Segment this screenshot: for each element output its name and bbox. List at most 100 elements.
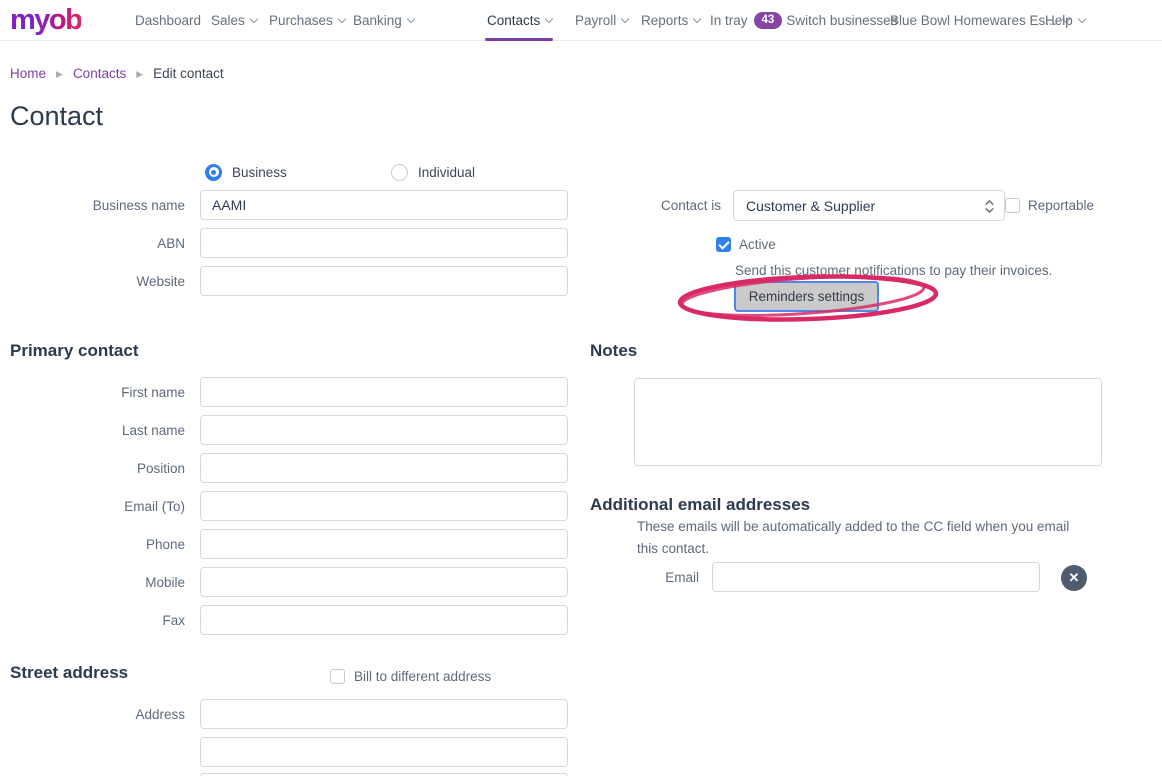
reportable-row: Reportable	[1005, 198, 1094, 213]
reportable-label: Reportable	[1028, 198, 1095, 213]
address-row-1: Address	[0, 699, 568, 729]
contact-is-label: Contact is	[660, 198, 721, 213]
phone-row: Phone	[0, 529, 568, 559]
breadcrumb-arrow-icon: ▶	[56, 68, 63, 79]
breadcrumb-current: Edit contact	[153, 66, 224, 81]
bill-to-checkbox[interactable]	[330, 669, 345, 684]
reportable-checkbox[interactable]	[1005, 198, 1020, 213]
nav-item-dashboard[interactable]: Dashboard	[135, 0, 201, 41]
business-name-label: Business name	[92, 197, 185, 213]
active-checkbox[interactable]	[716, 237, 731, 252]
business-radio-label: Business	[232, 164, 287, 180]
abn-label: ABN	[157, 235, 185, 251]
chevron-down-icon	[545, 14, 554, 23]
active-label: Active	[739, 237, 776, 252]
top-navigation-bar: myob Dashboard Sales Purchases Banking C…	[0, 0, 1162, 41]
nav-item-purchases[interactable]: Purchases	[269, 0, 347, 41]
first-name-input[interactable]	[200, 377, 568, 407]
position-row: Position	[0, 453, 568, 483]
additional-email-input[interactable]	[712, 562, 1040, 592]
help-label: Help	[1045, 13, 1073, 28]
nav-item-label: Reports	[641, 13, 689, 28]
address-row-2	[0, 737, 568, 767]
individual-radio-label: Individual	[418, 164, 476, 180]
position-label: Position	[136, 460, 185, 476]
website-input[interactable]	[200, 266, 568, 296]
nav-item-reports[interactable]: Reports	[641, 0, 702, 41]
nav-item-sales[interactable]: Sales	[211, 0, 259, 41]
nav-item-help[interactable]: Help	[1045, 0, 1087, 41]
last-name-label: Last name	[121, 422, 185, 438]
street-address-heading: Street address	[10, 663, 129, 682]
breadcrumb-contacts-link[interactable]: Contacts	[72, 66, 127, 81]
abn-input[interactable]	[200, 228, 568, 258]
additional-emails-heading: Additional email addresses	[590, 495, 811, 514]
active-tab-underline	[485, 38, 553, 41]
address-label: Address	[135, 706, 185, 722]
fax-label: Fax	[162, 612, 185, 628]
remove-email-icon[interactable]: ✕	[1061, 565, 1087, 591]
switch-businesses-link[interactable]: Switch businesses	[786, 13, 898, 28]
active-row: Active	[716, 237, 776, 252]
website-row: Website	[0, 266, 568, 296]
breadcrumb-arrow-icon: ▶	[136, 68, 144, 79]
nav-item-banking[interactable]: Banking	[353, 0, 416, 41]
breadcrumb-home-link[interactable]: Home	[10, 66, 47, 81]
in-tray-label: In tray	[710, 13, 748, 28]
contact-is-row: Contact is Customer & Supplier	[590, 190, 1005, 221]
nav-item-label: Dashboard	[135, 13, 202, 28]
website-label: Website	[136, 273, 185, 289]
contact-is-select[interactable]: Customer & Supplier	[733, 190, 1005, 221]
nav-item-label: Purchases	[269, 13, 333, 28]
address-line3-input[interactable]	[200, 773, 568, 776]
mobile-input[interactable]	[200, 567, 568, 597]
individual-radio[interactable]	[391, 163, 408, 181]
chevron-down-icon	[337, 14, 347, 23]
first-name-row: First name	[0, 377, 568, 407]
additional-email-label: Email	[665, 569, 699, 585]
business-radio[interactable]	[205, 163, 222, 181]
bill-to-label: Bill to different address	[354, 669, 492, 684]
chevron-down-icon	[406, 14, 416, 23]
position-input[interactable]	[200, 453, 568, 483]
business-name-input[interactable]	[200, 190, 568, 220]
reminder-description: Send this customer notifications to pay …	[735, 263, 1053, 278]
email-to-input[interactable]	[200, 491, 568, 521]
business-name-row: Business name	[0, 190, 568, 220]
nav-item-payroll[interactable]: Payroll	[575, 0, 630, 41]
nav-item-label: Contacts	[487, 13, 541, 28]
address-line2-input[interactable]	[200, 737, 568, 767]
in-tray-count-badge: 43	[753, 11, 783, 30]
nav-item-label: Payroll	[575, 13, 617, 28]
chevron-down-icon	[693, 14, 702, 23]
phone-input[interactable]	[200, 529, 568, 559]
reminders-settings-button[interactable]: Reminders settings	[734, 281, 879, 312]
breadcrumb: Home ▶ Contacts ▶ Edit contact	[10, 66, 224, 81]
nav-item-contacts[interactable]: Contacts	[485, 0, 554, 41]
radio-group-business: Business	[205, 163, 287, 181]
select-stepper-icon	[985, 200, 994, 213]
nav-item-label: Banking	[353, 13, 402, 28]
first-name-label: First name	[121, 384, 185, 400]
address-line1-input[interactable]	[200, 699, 568, 729]
radio-group-individual: Individual	[391, 163, 475, 181]
email-to-label: Email (To)	[124, 498, 185, 514]
business-switcher-label: Blue Bowl Homewares Es...	[890, 13, 1057, 28]
additional-emails-description: These emails will be automatically added…	[637, 519, 1070, 556]
business-switcher[interactable]: Blue Bowl Homewares Es...	[890, 0, 1070, 41]
chevron-down-icon	[621, 14, 630, 23]
last-name-input[interactable]	[200, 415, 568, 445]
notes-textarea[interactable]	[634, 378, 1102, 466]
nav-item-in-tray[interactable]: In tray 43 Switch businesses	[710, 0, 897, 41]
notes-heading: Notes	[590, 341, 638, 360]
fax-row: Fax	[0, 605, 568, 635]
email-to-row: Email (To)	[0, 491, 568, 521]
mobile-label: Mobile	[145, 574, 185, 590]
chevron-down-icon	[1077, 14, 1087, 23]
myob-logo[interactable]: myob	[10, 0, 83, 41]
primary-contact-heading: Primary contact	[10, 341, 139, 360]
address-row-3	[0, 773, 568, 776]
chevron-down-icon	[249, 14, 259, 23]
fax-input[interactable]	[200, 605, 568, 635]
